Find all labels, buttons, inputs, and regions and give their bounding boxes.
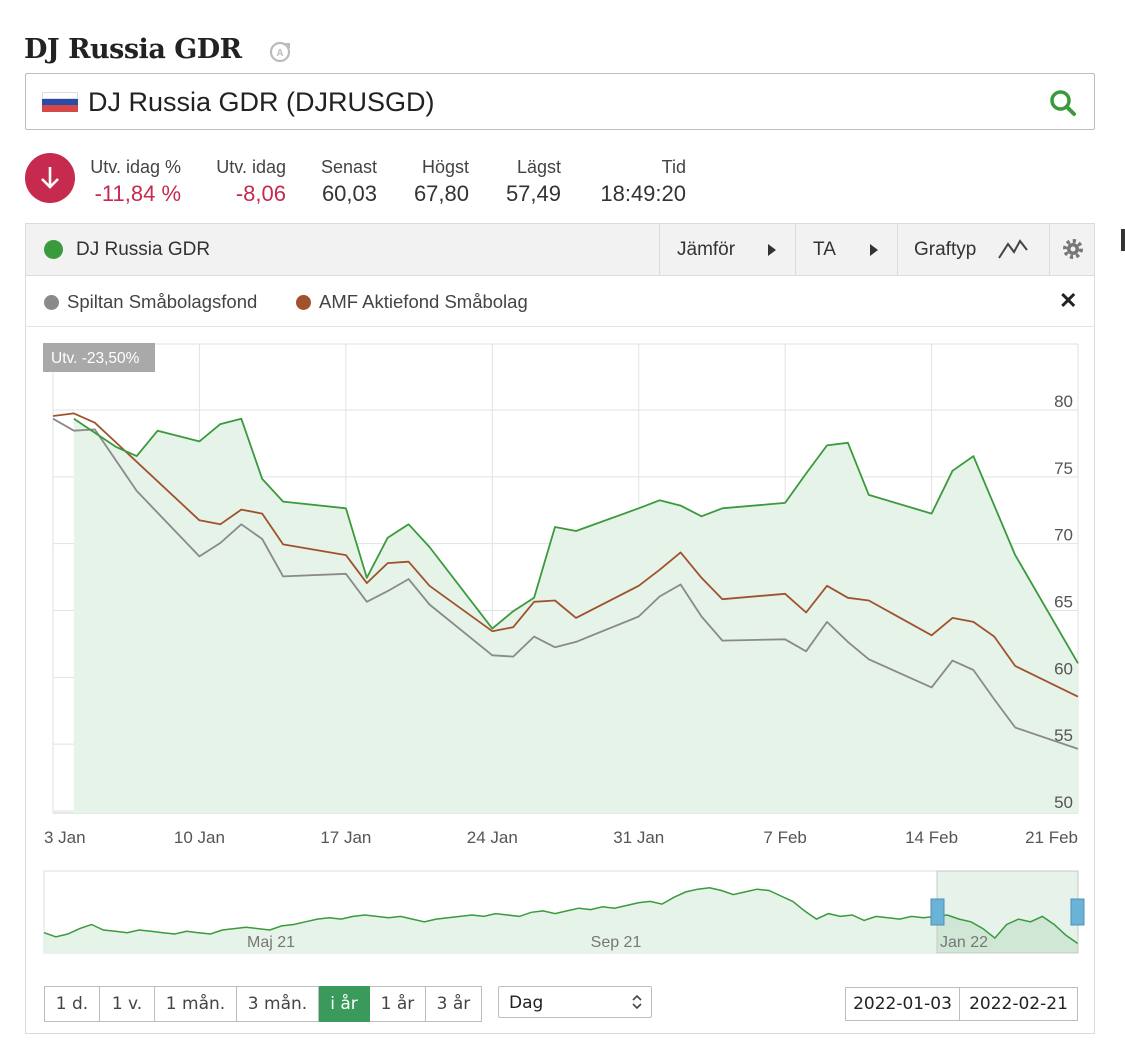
stat-label: Senast bbox=[320, 157, 377, 177]
gear-icon bbox=[1063, 239, 1083, 259]
stat-change-percent: Utv. idag % -11,84 % bbox=[90, 157, 181, 207]
close-icon[interactable]: ✕ bbox=[1059, 288, 1078, 313]
legend-item-amf[interactable]: AMF Aktiefond Småbolag bbox=[296, 291, 528, 313]
legend-dot bbox=[44, 295, 59, 310]
series-line bbox=[52, 412, 1079, 698]
caret-right-icon bbox=[768, 244, 776, 256]
compare-label: Jämför bbox=[677, 239, 736, 260]
stat-label: Högst bbox=[421, 157, 469, 177]
search-input[interactable]: DJ Russia GDR (DJRUSGD) bbox=[88, 87, 435, 117]
overview-label: Sep 21 bbox=[591, 934, 642, 951]
change-badge-bg bbox=[43, 343, 155, 372]
range-1d-button[interactable]: 1 d. bbox=[44, 986, 100, 1022]
stat-time: Tid 18:49:20 bbox=[590, 157, 686, 207]
y-axis: 50 55 60 65 70 75 80 bbox=[1054, 392, 1073, 812]
stat-label: Utv. idag bbox=[216, 157, 286, 177]
svg-text:A: A bbox=[276, 48, 283, 59]
y-tick-label: 50 bbox=[1054, 793, 1073, 812]
range-1y-button[interactable]: 1 år bbox=[370, 986, 426, 1022]
chart-type-button[interactable]: Graftyp bbox=[897, 224, 1049, 275]
arrow-down-icon bbox=[41, 167, 59, 189]
chart-type-label: Graftyp bbox=[914, 239, 977, 260]
search-icon[interactable] bbox=[1048, 88, 1078, 118]
y-tick-label: 75 bbox=[1054, 459, 1073, 478]
series-line bbox=[73, 417, 1079, 664]
series-line bbox=[52, 417, 1079, 750]
range-3y-button[interactable]: 3 år bbox=[426, 986, 482, 1022]
x-tick-label: 14 Feb bbox=[905, 828, 958, 847]
range-1w-button[interactable]: 1 v. bbox=[100, 986, 155, 1022]
x-axis: 3 Jan 10 Jan 17 Jan 24 Jan 31 Jan 7 Feb 14 Feb… bbox=[44, 828, 1078, 847]
chart-panel: DJ Russia GDR Jämför TA Graftyp Spiltan … bbox=[25, 223, 1095, 1034]
x-tick-label: 3 Jan bbox=[44, 828, 86, 847]
overview-navigator: Maj 21 Sep 21 Jan 22 bbox=[43, 870, 1085, 954]
adjacent-panel-edge bbox=[1121, 225, 1125, 251]
range-buttons: 1 d. 1 v. 1 mån. 3 mån. i år 1 år 3 år bbox=[44, 986, 482, 1022]
date-from-input[interactable]: 2022-01-03 bbox=[845, 987, 960, 1021]
stat-label: Tid bbox=[661, 157, 686, 177]
x-tick-label: 7 Feb bbox=[763, 828, 806, 847]
chevron-updown-icon bbox=[632, 994, 642, 1010]
series-lines bbox=[52, 412, 1079, 750]
change-badge-label: Utv. -23,50% bbox=[51, 350, 140, 367]
date-to-input[interactable]: 2022-02-21 bbox=[960, 987, 1078, 1021]
refresh-icon[interactable]: A bbox=[268, 40, 292, 64]
legend-dot bbox=[296, 295, 311, 310]
range-ytd-button[interactable]: i år bbox=[319, 986, 370, 1022]
trend-down-badge bbox=[25, 153, 75, 203]
stat-value: 18:49:20 bbox=[600, 181, 686, 206]
overview-label: Jan 22 bbox=[940, 934, 988, 951]
x-tick-label: 21 Feb bbox=[1025, 828, 1078, 847]
stat-high: Högst 67,80 bbox=[404, 157, 469, 207]
legend-label: Spiltan Småbolagsfond bbox=[67, 291, 258, 312]
x-tick-label: 31 Jan bbox=[613, 828, 664, 847]
stat-value: -11,84 % bbox=[94, 181, 181, 206]
stat-last: Senast 60,03 bbox=[310, 157, 377, 207]
toolbar-instrument-name: DJ Russia GDR bbox=[76, 239, 211, 260]
instrument-search[interactable]: DJ Russia GDR (DJRUSGD) bbox=[25, 73, 1095, 130]
settings-button[interactable] bbox=[1049, 224, 1094, 275]
stat-label: Lägst bbox=[516, 157, 561, 177]
stat-change: Utv. idag -8,06 bbox=[212, 157, 286, 207]
y-tick-label: 55 bbox=[1054, 726, 1073, 745]
interval-select[interactable]: Dag bbox=[498, 986, 652, 1018]
interval-value: Dag bbox=[509, 993, 544, 1013]
caret-right-icon bbox=[870, 244, 878, 256]
overview-label: Maj 21 bbox=[247, 934, 295, 951]
y-tick-label: 65 bbox=[1054, 593, 1073, 612]
chart-toolbar: DJ Russia GDR Jämför TA Graftyp bbox=[26, 224, 1094, 276]
overview-line bbox=[43, 887, 1079, 945]
legend-item-spiltan[interactable]: Spiltan Småbolagsfond bbox=[44, 291, 257, 313]
y-tick-label: 60 bbox=[1054, 659, 1073, 678]
change-badge: Utv. -23,50% bbox=[43, 343, 155, 372]
stat-value: -8,06 bbox=[235, 181, 286, 206]
overview-selection bbox=[936, 870, 1079, 954]
legend-label: AMF Aktiefond Småbolag bbox=[319, 291, 528, 312]
y-tick-label: 70 bbox=[1054, 526, 1073, 545]
stat-value: 67,80 bbox=[413, 181, 469, 206]
x-tick-label: 10 Jan bbox=[174, 828, 225, 847]
range-1m-button[interactable]: 1 mån. bbox=[155, 986, 237, 1022]
line-chart-icon bbox=[998, 239, 1028, 259]
compare-button[interactable]: Jämför bbox=[659, 224, 795, 275]
ta-label: TA bbox=[813, 239, 836, 260]
range-handle-right[interactable] bbox=[1070, 898, 1085, 926]
range-handle-left[interactable] bbox=[930, 898, 945, 926]
range-3m-button[interactable]: 3 mån. bbox=[237, 986, 319, 1022]
y-tick-label: 80 bbox=[1054, 392, 1073, 411]
series-color-dot bbox=[44, 240, 63, 259]
page-title: DJ Russia GDR bbox=[24, 34, 242, 65]
overview-area bbox=[44, 887, 1078, 953]
comparison-legend: Spiltan Småbolagsfond AMF Aktiefond Småb… bbox=[26, 276, 1094, 327]
stat-value: 57,49 bbox=[505, 181, 561, 206]
series-area-djrusgd bbox=[73, 418, 1078, 813]
x-tick-label: 17 Jan bbox=[320, 828, 371, 847]
ta-button[interactable]: TA bbox=[795, 224, 897, 275]
stat-label: Utv. idag % bbox=[90, 157, 181, 177]
x-tick-label: 24 Jan bbox=[467, 828, 518, 847]
stat-value: 60,03 bbox=[321, 181, 377, 206]
russia-flag-icon bbox=[42, 92, 78, 112]
stat-low: Lägst 57,49 bbox=[496, 157, 561, 207]
